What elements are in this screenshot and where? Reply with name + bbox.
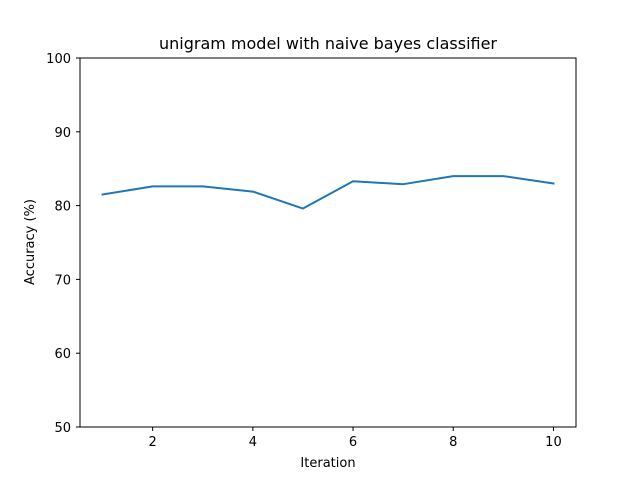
x-tick-label: 6 (349, 435, 357, 450)
plot-frame (79, 57, 577, 428)
x-tick-label: 2 (149, 435, 157, 450)
data-point (402, 183, 405, 186)
data-point (151, 185, 154, 188)
y-tick-label: 80 (54, 200, 71, 215)
chart-marks: 2 4 6 8 10 50 60 70 80 90 100 (46, 52, 562, 450)
y-tick-label: 60 (54, 347, 71, 362)
data-point (101, 193, 104, 196)
data-point (301, 207, 304, 210)
y-tick-label: 50 (54, 421, 71, 436)
data-point (452, 175, 455, 178)
series-line (101, 175, 555, 210)
x-tick-label: 8 (449, 435, 457, 450)
y-tick-label: 90 (54, 126, 71, 141)
data-point (251, 190, 254, 193)
x-tick-label: 4 (249, 435, 257, 450)
x-tick-label: 10 (545, 435, 562, 450)
data-point (502, 175, 505, 178)
y-axis-label: Accuracy (%) (23, 199, 38, 285)
data-point (201, 185, 204, 188)
data-point (352, 180, 355, 183)
chart-title: unigram model with naive bayes classifie… (159, 34, 497, 53)
y-tick-label: 70 (54, 273, 71, 288)
y-tick-label: 100 (46, 52, 71, 67)
data-point (552, 182, 555, 185)
x-axis-label: Iteration (300, 456, 355, 471)
